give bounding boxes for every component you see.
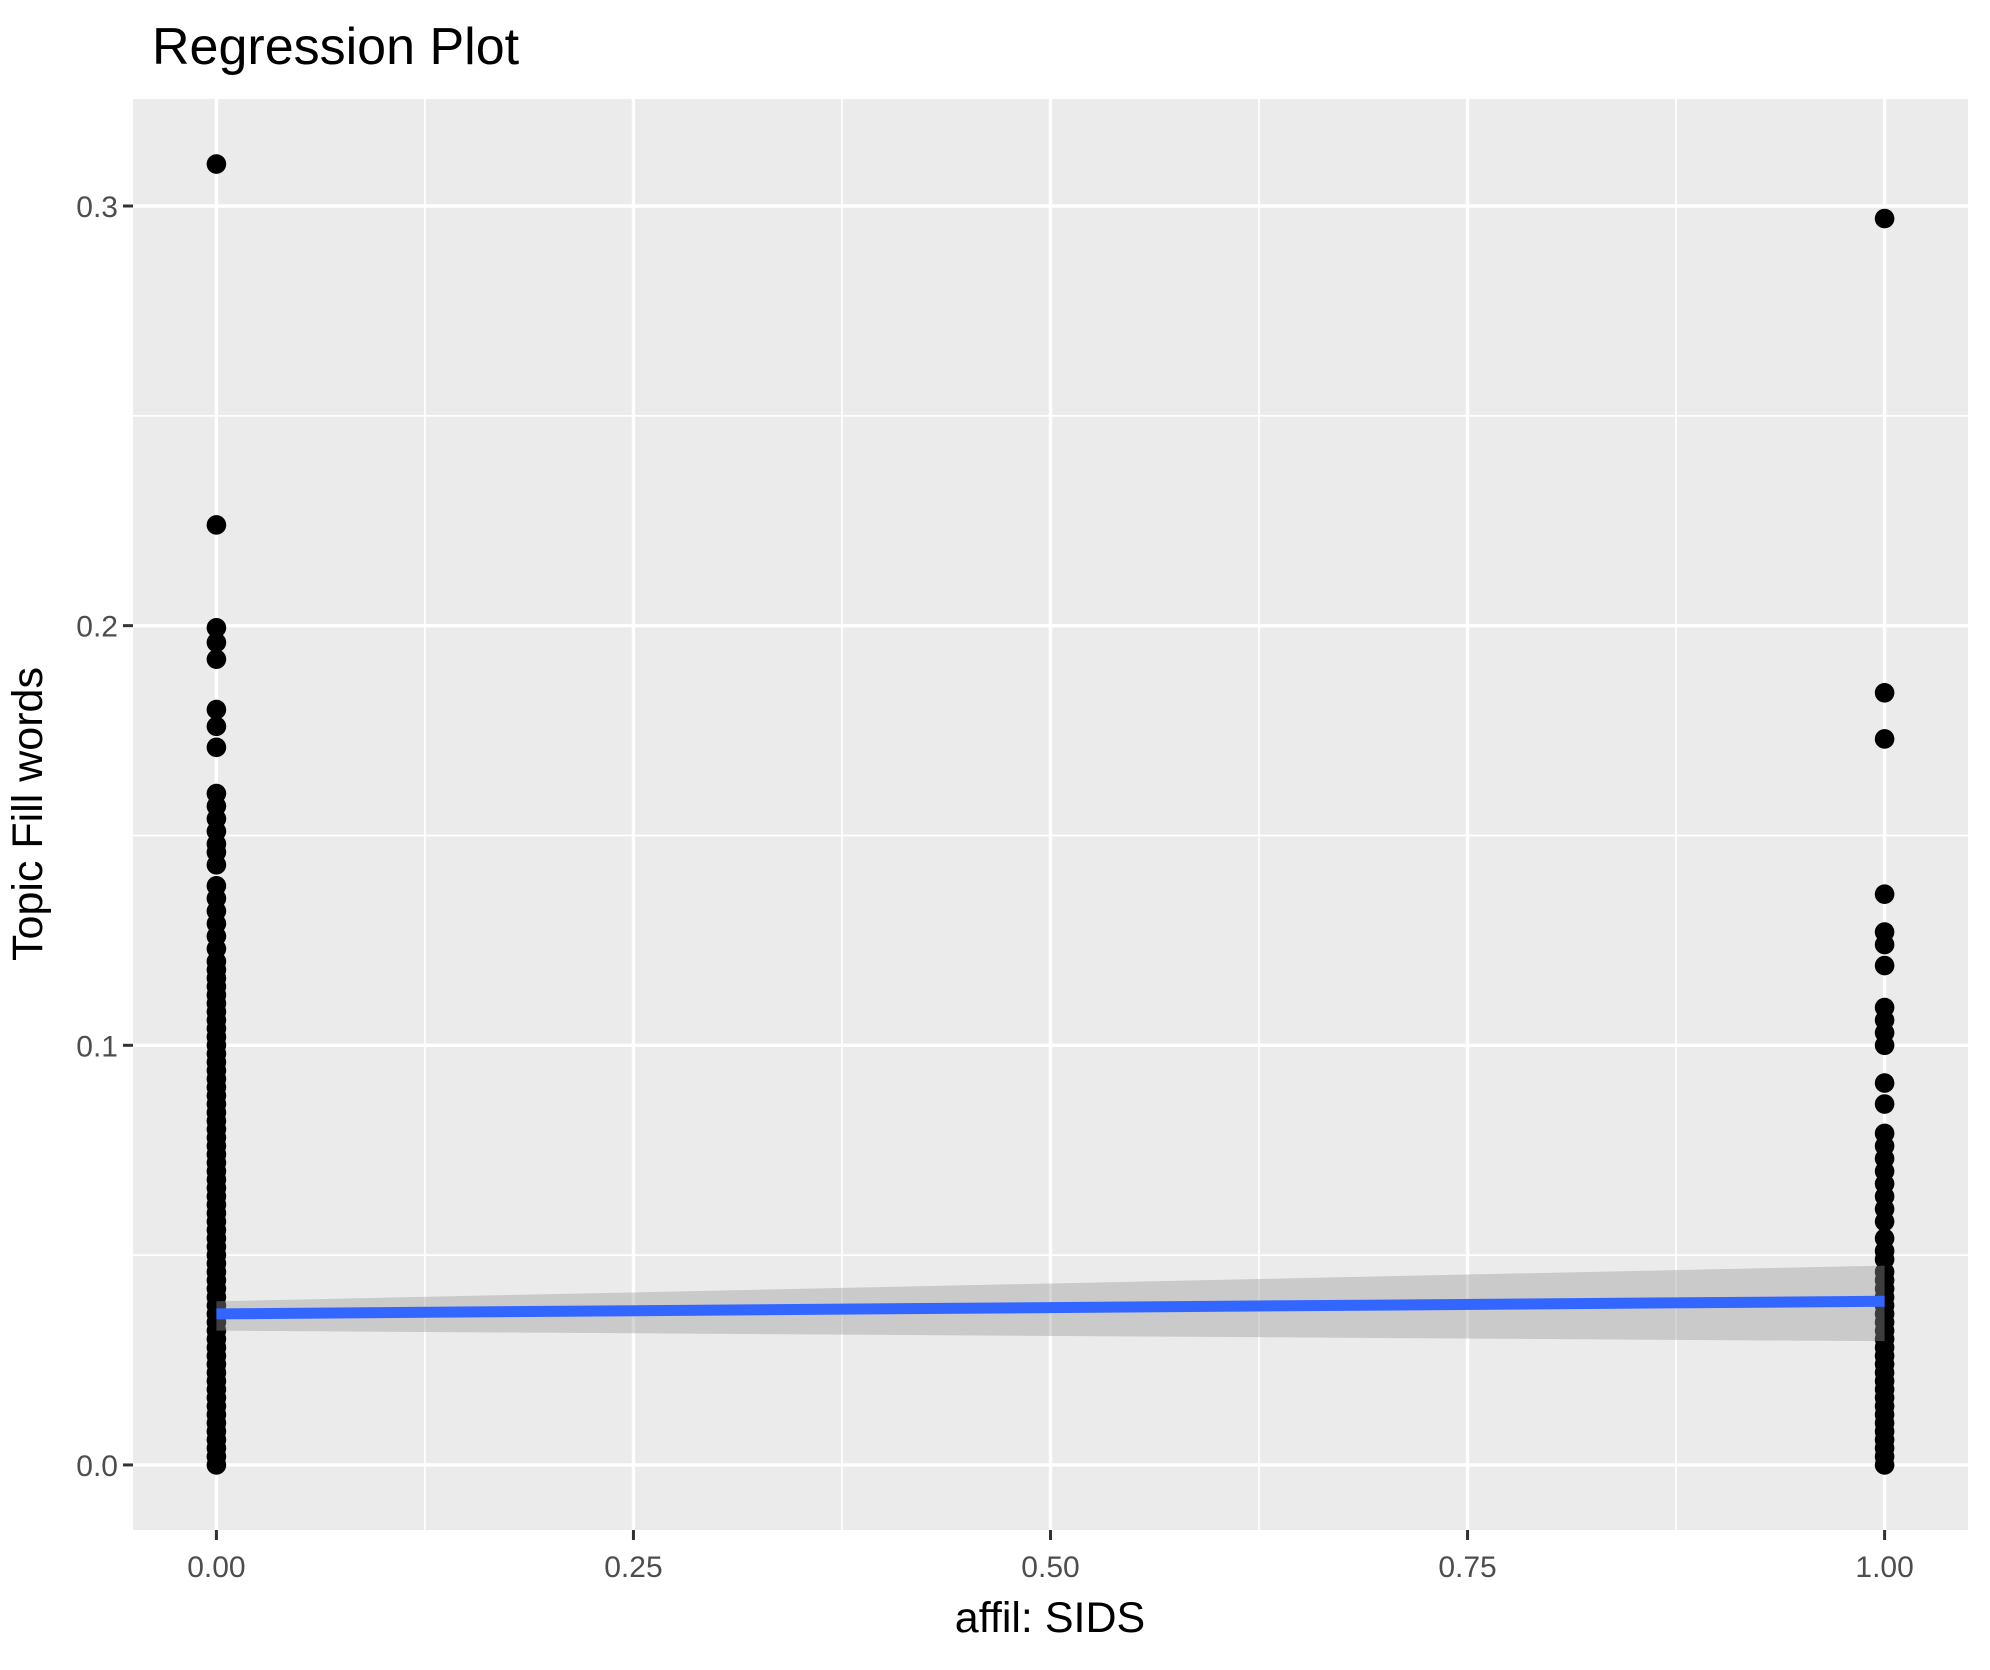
data-point	[206, 1455, 227, 1475]
data-point	[206, 632, 227, 653]
y-tick-label: 0.0	[76, 1450, 118, 1483]
x-tick-label: 0.50	[1021, 1551, 1079, 1584]
data-point	[1874, 955, 1895, 976]
data-point	[1874, 884, 1895, 905]
data-point	[206, 699, 227, 720]
data-point	[1874, 683, 1895, 703]
data-point	[206, 154, 227, 174]
data-point	[1874, 1211, 1895, 1232]
data-point	[1874, 1094, 1895, 1114]
x-tick-label: 0.25	[604, 1551, 662, 1584]
data-point	[206, 855, 227, 875]
data-point	[1874, 934, 1895, 955]
data-point	[206, 737, 227, 758]
axis-tick-labels: 0.00 0.25 0.50 0.75 1.00 0.0 0.1 0.2 0.3	[76, 191, 1914, 1584]
data-point	[206, 515, 227, 535]
x-tick-label: 1.00	[1855, 1551, 1913, 1584]
x-tick-label: 0.00	[187, 1551, 245, 1584]
data-point	[206, 617, 227, 638]
data-point	[1874, 208, 1895, 229]
data-point	[1874, 1073, 1895, 1093]
regression-line	[216, 1295, 1885, 1320]
y-axis-title: Topic Fill words	[4, 667, 52, 961]
data-point	[1874, 729, 1895, 749]
scatter-points-layer	[206, 154, 1895, 1475]
data-point	[206, 716, 227, 737]
regression-line-layer	[216, 1295, 1885, 1320]
y-tick-label: 0.2	[76, 611, 118, 644]
y-tick-label: 0.1	[76, 1030, 118, 1063]
y-tick-label: 0.3	[76, 191, 118, 224]
axis-tick-marks	[123, 204, 1887, 1540]
data-point	[1874, 1455, 1895, 1475]
data-point	[206, 649, 227, 670]
data-point	[1874, 1035, 1895, 1056]
plot-title: Regression Plot	[152, 18, 520, 76]
x-tick-label: 0.75	[1438, 1551, 1496, 1584]
x-axis-title: affil: SIDS	[955, 1594, 1145, 1642]
